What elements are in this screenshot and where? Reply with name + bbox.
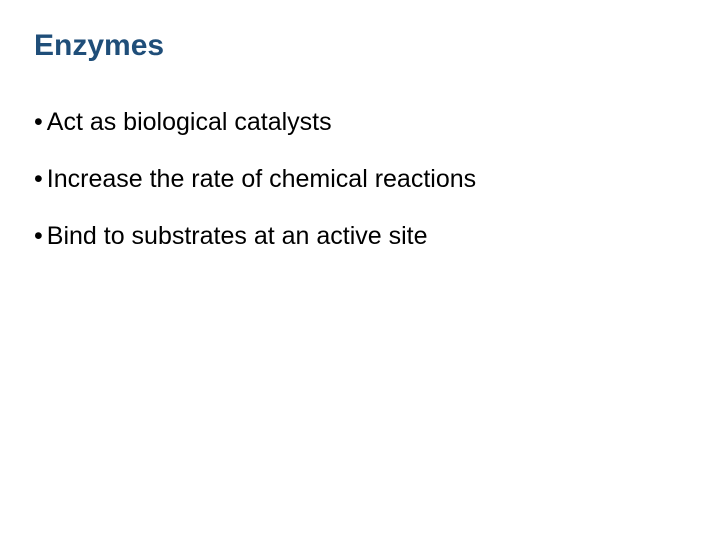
list-item: • Bind to substrates at an active site xyxy=(34,222,686,251)
bullet-icon: • xyxy=(34,222,43,251)
bullet-text: Bind to substrates at an active site xyxy=(47,222,686,251)
slide-title: Enzymes xyxy=(34,28,686,64)
list-item: • Increase the rate of chemical reaction… xyxy=(34,165,686,194)
bullet-text: Act as biological catalysts xyxy=(47,108,686,137)
bullet-icon: • xyxy=(34,108,43,137)
bullet-icon: • xyxy=(34,165,43,194)
bullet-list: • Act as biological catalysts • Increase… xyxy=(34,108,686,251)
list-item: • Act as biological catalysts xyxy=(34,108,686,137)
bullet-text: Increase the rate of chemical reactions xyxy=(47,165,686,194)
slide: Enzymes • Act as biological catalysts • … xyxy=(0,0,720,540)
